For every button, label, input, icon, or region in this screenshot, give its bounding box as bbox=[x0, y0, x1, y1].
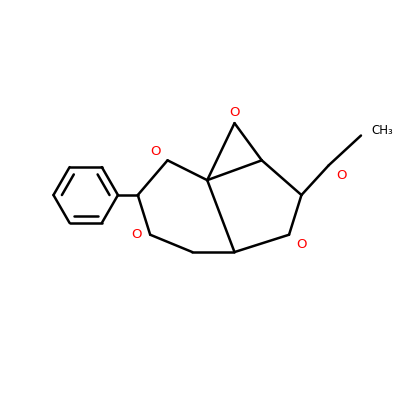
Text: O: O bbox=[131, 228, 142, 241]
Text: O: O bbox=[229, 106, 240, 119]
Text: CH₃: CH₃ bbox=[371, 124, 393, 137]
Text: O: O bbox=[296, 238, 307, 251]
Text: O: O bbox=[336, 169, 346, 182]
Text: O: O bbox=[150, 145, 160, 158]
